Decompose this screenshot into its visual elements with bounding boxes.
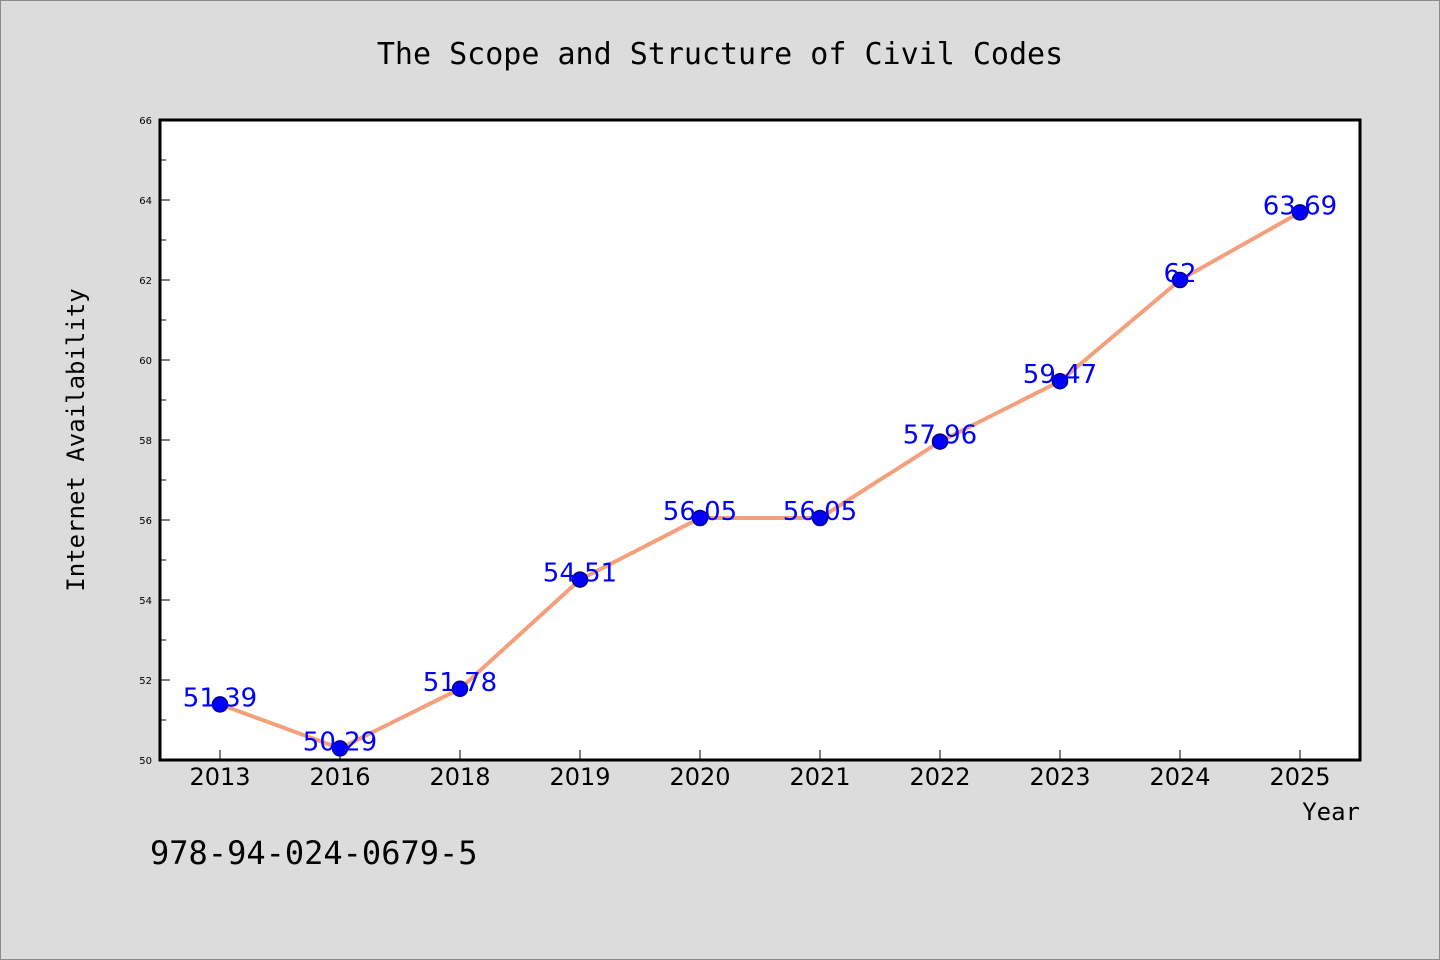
y-tick-label: 56 [139, 516, 152, 527]
data-point [931, 433, 949, 450]
data-label: 54.51 [543, 559, 617, 589]
data-point [1171, 271, 1189, 289]
y-tick-label: 62 [139, 276, 152, 287]
y-tick-label: 60 [139, 356, 152, 367]
x-tick-label: 2025 [1269, 763, 1330, 791]
data-point [691, 509, 709, 527]
x-tick-label: 2019 [549, 763, 610, 791]
data-label: 50.29 [303, 727, 377, 757]
x-tick-label: 2013 [189, 763, 250, 791]
data-label: 51.78 [423, 668, 497, 698]
y-tick-label: 52 [139, 676, 152, 687]
data-label: 57.96 [903, 421, 977, 451]
data-markers [211, 204, 1309, 757]
y-tick-label: 58 [139, 436, 152, 447]
x-tick-label: 2024 [1149, 763, 1210, 791]
data-label: 51.39 [183, 683, 257, 713]
data-label: 56.05 [663, 497, 737, 527]
x-tick-label: 2021 [789, 763, 850, 791]
y-tick-label: 50 [139, 756, 152, 767]
data-label: 59.47 [1023, 360, 1097, 390]
plot-area [158, 118, 1362, 762]
x-axis-label: Year [1302, 798, 1360, 826]
series-line [219, 210, 1301, 751]
data-point [571, 571, 589, 588]
data-labels: 51.39 50.29 51.78 54.51 56.05 56.05 57.96 59.47… [183, 191, 1337, 757]
y-tick-label: 66 [139, 116, 152, 127]
data-label: 56.05 [783, 497, 857, 527]
data-point [811, 509, 829, 527]
x-tick-label: 2020 [669, 763, 730, 791]
data-label: 63.69 [1263, 191, 1337, 221]
isbn-text: 978-94-024-0679-5 [150, 834, 478, 872]
x-tick-label: 2016 [309, 763, 370, 791]
data-point [1051, 372, 1069, 390]
data-point [451, 680, 469, 698]
data-point [1291, 204, 1309, 221]
chart-title: The Scope and Structure of Civil Codes [377, 37, 1063, 72]
x-axis: 2013 2016 2018 2019 2020 2021 2022 2023 2024 2025 [189, 750, 1331, 791]
data-point [331, 740, 349, 757]
data-point [211, 696, 229, 713]
data-label: 62 [1163, 259, 1196, 289]
x-tick-label: 2023 [1029, 763, 1090, 791]
y-tick-label: 54 [139, 596, 152, 607]
y-tick-label: 64 [139, 196, 152, 207]
y-axis: 50 52 54 56 58 60 62 64 66 [139, 116, 170, 767]
x-tick-label: 2022 [909, 763, 970, 791]
y-axis-label: Internet Availability [62, 288, 90, 591]
x-tick-label: 2018 [429, 763, 490, 791]
